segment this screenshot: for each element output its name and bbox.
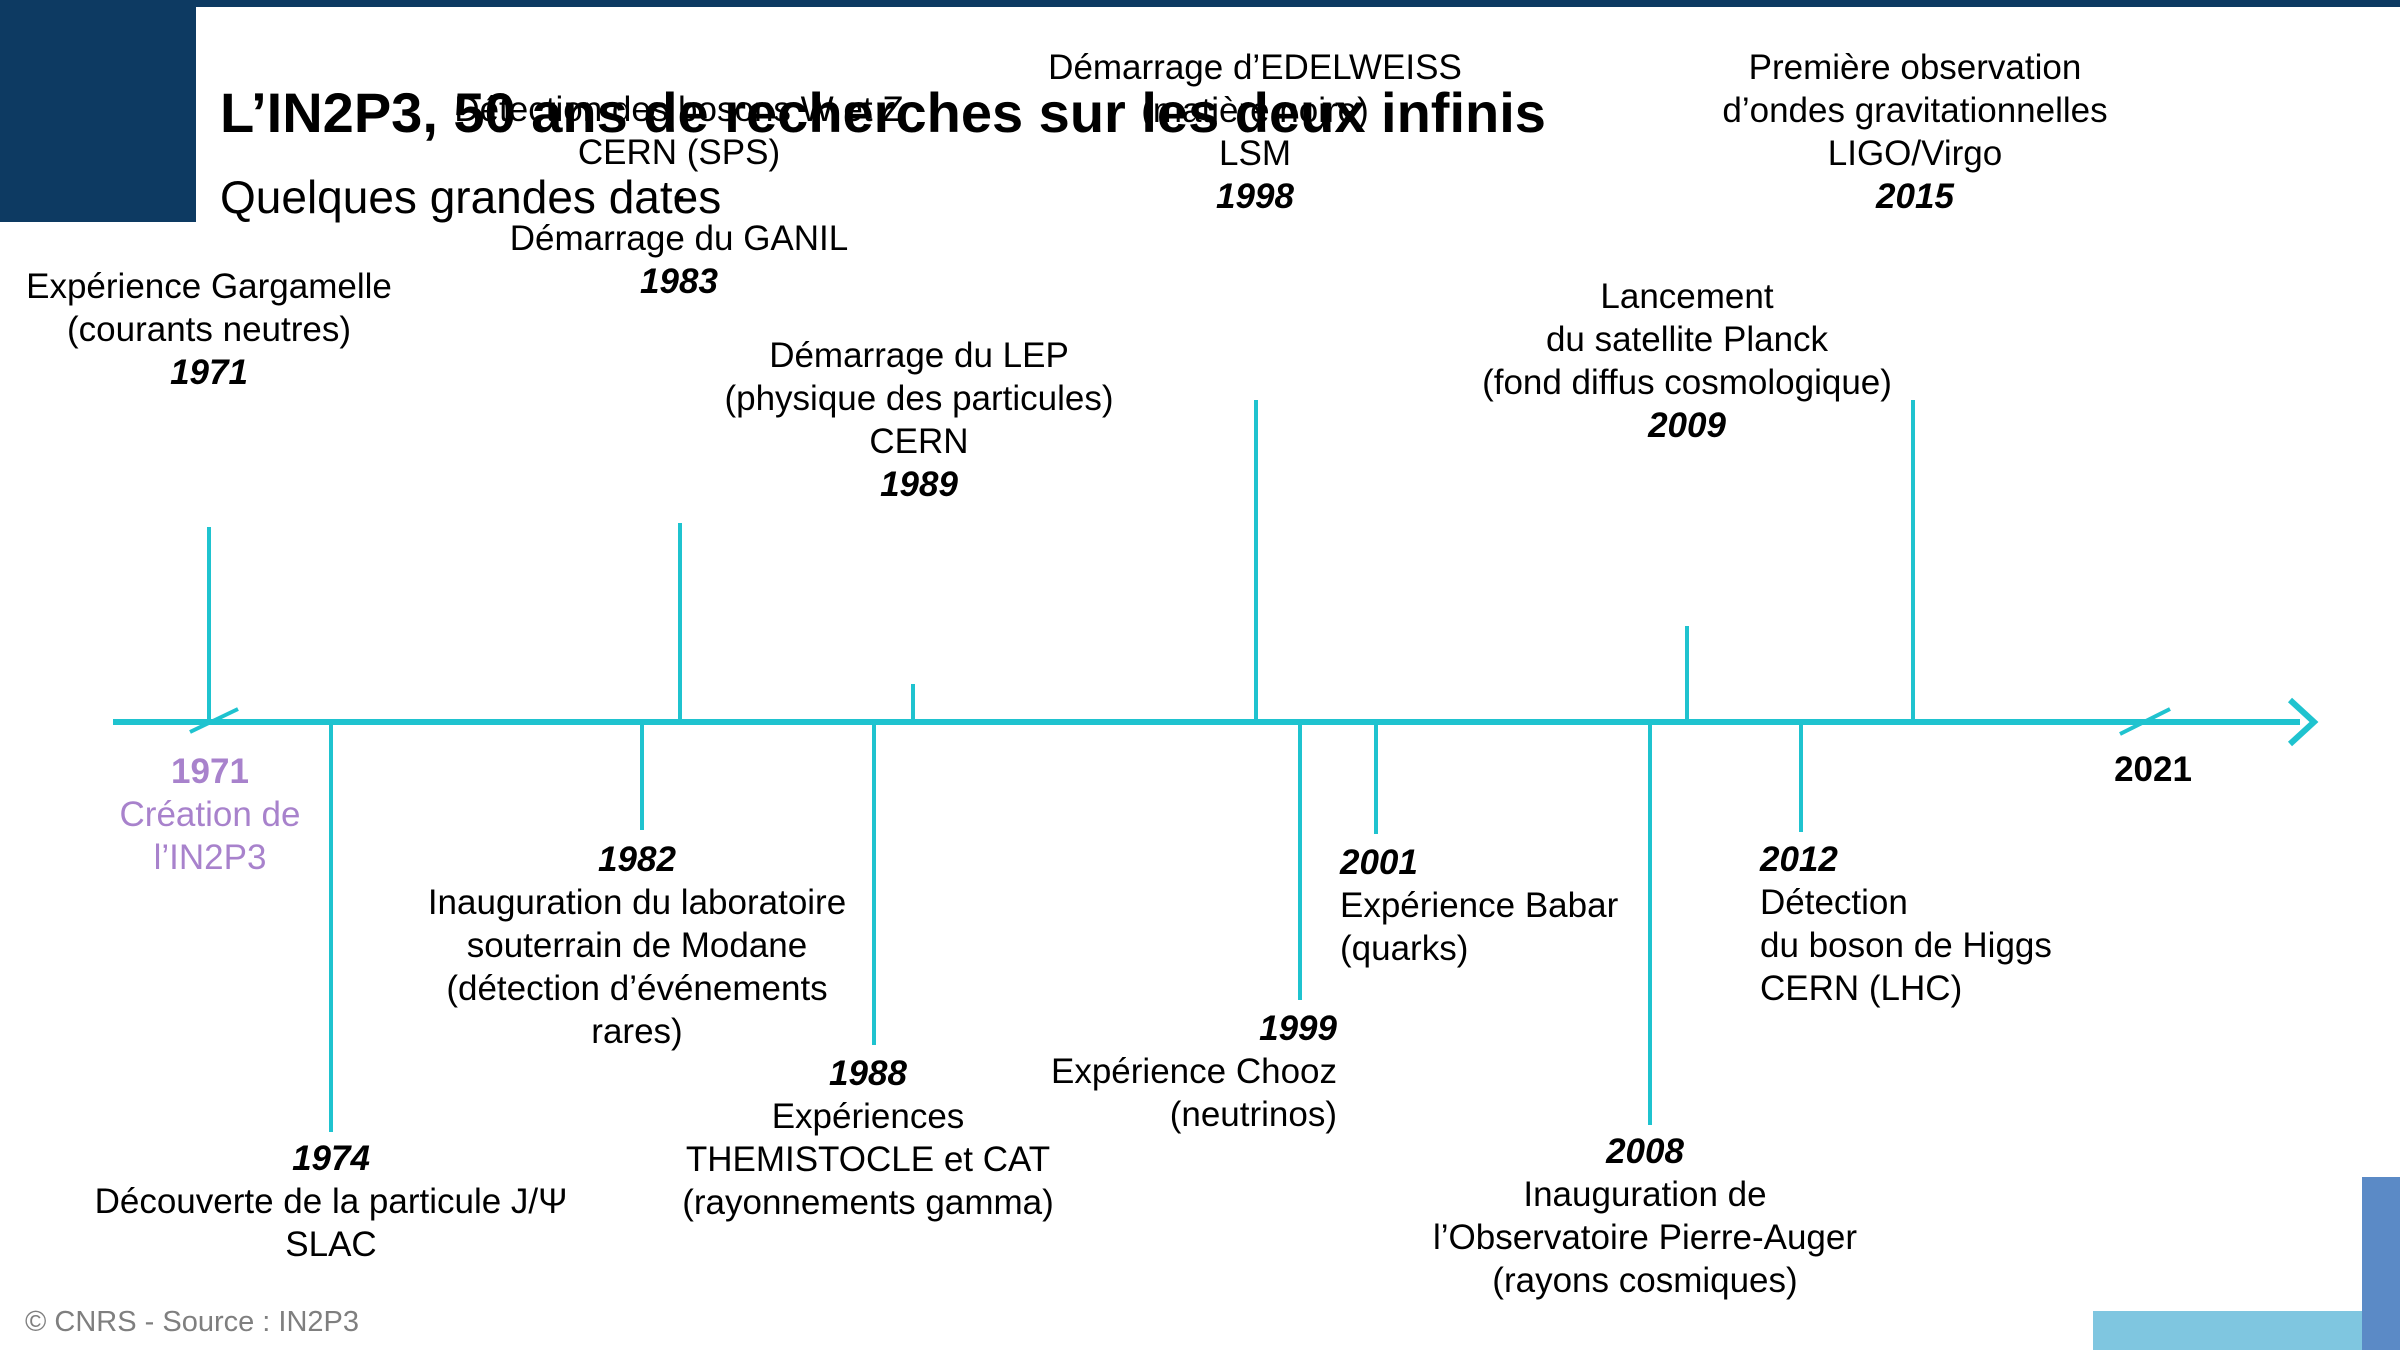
event-text-line: d’ondes gravitationnelles — [1722, 91, 2108, 130]
end-year-label: 2021 — [2114, 750, 2192, 789]
event-text-line: Démarrage du LEP — [769, 336, 1069, 375]
event-text-line: (neutrinos) — [1169, 1095, 1337, 1134]
event-text-line: CERN (SPS) — [577, 133, 781, 172]
event-text-line: (rayons cosmiques) — [1492, 1261, 1798, 1300]
event-label-1999: 1999 Expérience Chooz (neutrinos) — [1051, 1007, 1337, 1136]
axis-arrow-head-icon — [2287, 697, 2319, 747]
event-text-line: Démarrage d’EDELWEISS — [1048, 48, 1462, 87]
event-text-line: LSM — [1219, 134, 1291, 173]
event-text-line: l’Observatoire Pierre-Auger — [1432, 1218, 1858, 1257]
event-year: 1974 — [292, 1139, 370, 1178]
event-year: 1971 — [170, 353, 248, 392]
event-text-line: (fond diffus cosmologique) — [1482, 363, 1892, 402]
event-year: 2015 — [1876, 177, 1954, 216]
event-text-line: Expérience Babar — [1340, 886, 1619, 925]
event-text-line: CERN (LHC) — [1760, 969, 1963, 1008]
event-text-line: rares) — [591, 1012, 683, 1051]
corner-decoration-light — [2093, 1311, 2362, 1350]
page-subtitle: Quelques grandes dates — [220, 171, 722, 223]
event-text-line: (physique des particules) — [724, 379, 1114, 418]
event-label-1983: Détection des bosons W et Z CERN (SPS) - Dé… — [454, 88, 903, 303]
event-label-1974: 1974 Découverte de la particule J/Ψ SLAC — [95, 1137, 568, 1266]
origin-line1: Création de — [119, 795, 301, 834]
event-label-1989: Démarrage du LEP (physique des particules… — [724, 334, 1113, 506]
axis-break-mark-start — [189, 707, 239, 734]
event-label-2008: 2008 Inauguration de l’Observatoire Pierre… — [1433, 1130, 1857, 1302]
top-bar — [0, 0, 2400, 7]
event-text-line: du satellite Planck — [1545, 320, 1829, 359]
event-text-line: Détection des bosons W et Z — [454, 90, 904, 129]
corner-decoration-blue — [2362, 1177, 2400, 1350]
event-text-line: Expériences — [771, 1097, 965, 1136]
event-text-line: - — [673, 176, 685, 215]
axis-break-mark-end — [2119, 707, 2171, 736]
event-text-line: Première observation — [1748, 48, 2082, 87]
event-text-line: THEMISTOCLE et CAT — [685, 1140, 1051, 1179]
event-label-1998: Démarrage d’EDELWEISS (matière noire) LSM 1… — [1048, 46, 1462, 218]
event-text-line: LIGO/Virgo — [1827, 134, 2003, 173]
event-text-line: Expérience Chooz — [1051, 1052, 1337, 1091]
header-block — [0, 0, 196, 222]
footer-credit: © CNRS - Source : IN2P3 — [25, 1306, 360, 1338]
event-label-1971: Expérience Gargamelle (courants neutres) 1… — [26, 265, 392, 394]
event-text-line: SLAC — [285, 1225, 377, 1264]
event-text-line: (matière noire) — [1141, 91, 1369, 130]
event-text-line: Détection — [1760, 883, 1908, 922]
event-text-line: Expérience Gargamelle — [26, 267, 392, 306]
origin-line2: l’IN2P3 — [153, 838, 267, 877]
event-year: 1982 — [598, 840, 676, 879]
event-text-line: CERN — [869, 422, 969, 461]
event-year: 1989 — [880, 465, 958, 504]
event-year: 1983 — [640, 262, 718, 301]
event-text-line: Démarrage du GANIL — [509, 219, 849, 258]
event-text-line: Inauguration de — [1523, 1175, 1767, 1214]
event-year: 1998 — [1216, 177, 1294, 216]
event-label-1988: 1988 Expériences THEMISTOCLE et CAT (rayonn… — [682, 1052, 1054, 1224]
event-label-2012: 2012 Détection du boson de Higgs CERN (LHC) — [1760, 838, 2052, 1010]
origin-year: 1971 — [171, 752, 249, 791]
event-year: 2012 — [1760, 840, 1838, 879]
event-text-line: (détection d’événements — [446, 969, 828, 1008]
event-text-line: Découverte de la particule J/Ψ — [94, 1182, 568, 1221]
event-text-line: souterrain de Modane — [466, 926, 808, 965]
event-text-line: (courants neutres) — [66, 310, 352, 349]
event-year: 2009 — [1648, 406, 1726, 445]
page-title: L’IN2P3, 50 ans de recherches sur les de… — [220, 81, 1546, 144]
event-label-1982: 1982 Inauguration du laboratoire souterrai… — [428, 838, 846, 1053]
event-year: 2008 — [1606, 1132, 1684, 1171]
event-text-line: (rayonnements gamma) — [682, 1183, 1054, 1222]
origin-label: 1971 Création de l’IN2P3 — [120, 750, 301, 879]
event-text-line: Inauguration du laboratoire — [427, 883, 847, 922]
event-label-2009: Lancement du satellite Planck (fond diffus… — [1482, 275, 1892, 447]
event-year: 1988 — [829, 1054, 907, 1093]
event-text-line: du boson de Higgs — [1760, 926, 2052, 965]
event-label-2001: 2001 Expérience Babar (quarks) — [1340, 841, 1618, 970]
event-label-2015: Première observation d’ondes gravitationn… — [1722, 46, 2107, 218]
event-year: 2001 — [1340, 843, 1418, 882]
event-text-line: (quarks) — [1340, 929, 1469, 968]
event-year: 1999 — [1259, 1009, 1337, 1048]
event-text-line: Lancement — [1600, 277, 1774, 316]
